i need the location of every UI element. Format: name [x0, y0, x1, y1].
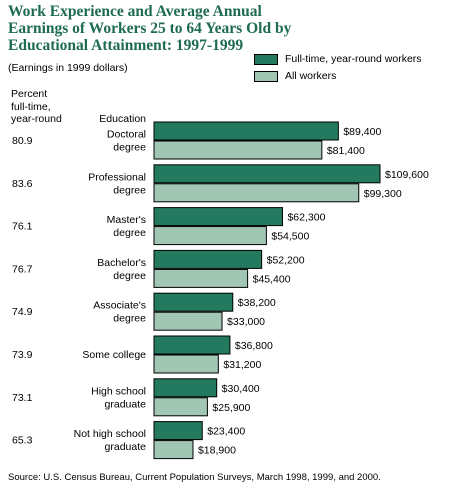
- chart-title: Work Experience and Average Annual Earni…: [8, 3, 292, 54]
- data-label: $36,800: [235, 340, 273, 352]
- data-label: $89,400: [343, 126, 381, 138]
- legend-swatch-all-workers: [254, 70, 278, 82]
- bar: [153, 335, 231, 355]
- category-label: Doctoral: [107, 129, 146, 141]
- category-label: degree: [113, 227, 146, 239]
- bar: [153, 140, 323, 160]
- category-label: Some college: [82, 349, 146, 361]
- category-label: degree: [113, 313, 146, 325]
- legend-item-full-time: Full-time, year-round workers: [254, 51, 422, 67]
- category-label: graduate: [105, 441, 147, 453]
- bar: [153, 421, 203, 441]
- legend: Full-time, year-round workers All worker…: [254, 51, 422, 85]
- legend-label-full-time: Full-time, year-round workers: [285, 53, 422, 65]
- percent-value: 83.6: [12, 178, 33, 190]
- percent-value: 73.1: [12, 392, 33, 404]
- data-label: $18,900: [198, 445, 236, 457]
- category-label: degree: [113, 270, 146, 282]
- chart-subtitle: (Earnings in 1999 dollars): [8, 62, 128, 74]
- percent-value: 76.1: [12, 221, 33, 233]
- category-label: degree: [113, 184, 146, 196]
- bar: [153, 164, 381, 184]
- percent-value: 74.9: [12, 306, 33, 318]
- data-label: $62,300: [287, 212, 325, 224]
- category-label: Professional: [88, 171, 146, 183]
- percent-value: 65.3: [12, 435, 33, 447]
- bar: [153, 268, 249, 288]
- percent-column-header: Percent full-time, year-round: [11, 88, 62, 126]
- data-label: $81,400: [327, 145, 365, 157]
- data-label: $30,400: [222, 383, 260, 395]
- percent-value: 73.9: [12, 349, 33, 361]
- bar: [153, 249, 263, 269]
- category-label: graduate: [105, 398, 147, 410]
- bar: [153, 226, 267, 246]
- bar: [153, 311, 223, 331]
- legend-label-all-workers: All workers: [285, 70, 337, 82]
- bar: [153, 397, 208, 417]
- category-label: Associate's: [93, 300, 146, 312]
- percent-header-line: year-round: [11, 113, 62, 125]
- data-label: $52,200: [267, 254, 305, 266]
- percent-header-line: Percent: [11, 88, 48, 100]
- category-label: Not high school: [74, 428, 146, 440]
- data-label: $25,900: [212, 402, 250, 414]
- legend-item-all-workers: All workers: [254, 68, 422, 84]
- data-label: $33,000: [227, 316, 265, 328]
- bar: [153, 207, 283, 227]
- bar: [153, 292, 234, 312]
- percent-value: 76.7: [12, 263, 33, 275]
- data-label: $38,200: [238, 297, 276, 309]
- data-label: $109,600: [385, 169, 429, 181]
- data-label: $45,400: [253, 273, 291, 285]
- category-label: degree: [113, 142, 146, 154]
- category-label: Bachelor's: [97, 257, 146, 269]
- bar: [153, 183, 360, 203]
- data-label: $23,400: [207, 426, 245, 438]
- data-label: $31,200: [223, 359, 261, 371]
- bar: [153, 378, 218, 398]
- category-label: Master's: [107, 214, 146, 226]
- bar: [153, 354, 219, 374]
- category-label: High school: [91, 385, 146, 397]
- percent-header-line: full-time,: [11, 100, 51, 113]
- data-label: $99,300: [364, 188, 402, 200]
- data-label: $54,500: [271, 231, 309, 243]
- percent-value: 80.9: [12, 135, 33, 147]
- education-column-header: Education: [99, 113, 146, 125]
- legend-swatch-full-time: [254, 53, 278, 65]
- source-note: Source: U.S. Census Bureau, Current Popu…: [8, 472, 381, 483]
- bar: [153, 121, 339, 141]
- bar: [153, 440, 194, 460]
